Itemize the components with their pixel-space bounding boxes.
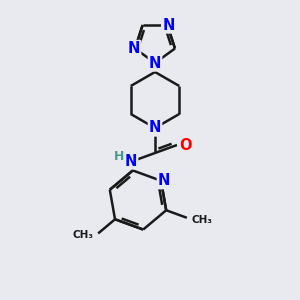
Text: N: N [149,56,161,70]
Text: N: N [125,154,137,169]
Text: N: N [158,173,170,188]
Text: N: N [149,121,161,136]
Text: H: H [114,149,124,163]
Text: CH₃: CH₃ [192,215,213,225]
Text: O: O [179,137,191,152]
Text: N: N [128,41,140,56]
Text: N: N [162,17,175,32]
Text: CH₃: CH₃ [72,230,93,240]
